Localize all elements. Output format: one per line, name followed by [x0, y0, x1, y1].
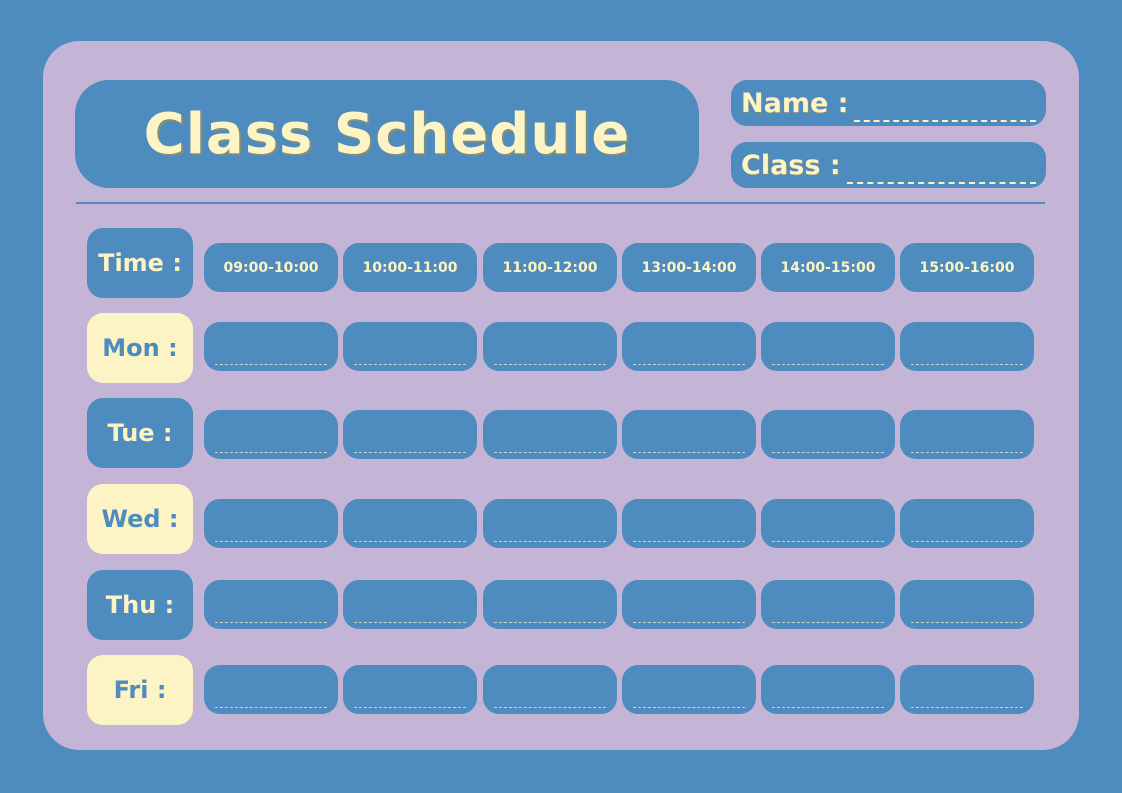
schedule-cell-input[interactable] — [494, 519, 606, 542]
class-input[interactable] — [846, 160, 1036, 184]
schedule-cell — [900, 665, 1034, 714]
schedule-cell-input[interactable] — [772, 600, 884, 623]
schedule-cell-input[interactable] — [911, 685, 1023, 708]
name-input[interactable] — [854, 98, 1036, 122]
schedule-cell — [761, 410, 895, 459]
schedule-cell-input[interactable] — [772, 519, 884, 542]
class-field: Class : — [731, 142, 1046, 188]
schedule-cell-input[interactable] — [911, 342, 1023, 365]
time-header: 14:00-15:00 — [761, 243, 895, 292]
schedule-cell — [622, 580, 756, 629]
schedule-cell-input[interactable] — [772, 342, 884, 365]
schedule-cell — [204, 499, 338, 548]
schedule-cell-input[interactable] — [215, 685, 327, 708]
day-label: Mon : — [87, 313, 193, 383]
schedule-cell — [761, 665, 895, 714]
day-label: Tue : — [87, 398, 193, 468]
schedule-cell-input[interactable] — [354, 430, 466, 453]
schedule-cell — [622, 665, 756, 714]
time-header: 09:00-10:00 — [204, 243, 338, 292]
schedule-cell-input[interactable] — [911, 519, 1023, 542]
schedule-cell — [343, 322, 477, 371]
schedule-cell — [761, 499, 895, 548]
time-header: 13:00-14:00 — [622, 243, 756, 292]
schedule-cell — [343, 410, 477, 459]
schedule-cell — [483, 580, 617, 629]
name-field: Name : — [731, 80, 1046, 126]
schedule-cell — [204, 410, 338, 459]
schedule-cell-input[interactable] — [494, 600, 606, 623]
schedule-cell — [204, 322, 338, 371]
schedule-cell — [761, 322, 895, 371]
schedule-cell — [204, 580, 338, 629]
schedule-cell — [343, 580, 477, 629]
schedule-cell-input[interactable] — [215, 600, 327, 623]
schedule-cell — [343, 665, 477, 714]
divider — [76, 202, 1045, 204]
schedule-cell-input[interactable] — [633, 600, 745, 623]
schedule-cell-input[interactable] — [215, 430, 327, 453]
schedule-cell — [900, 410, 1034, 459]
schedule-cell-input[interactable] — [911, 430, 1023, 453]
schedule-cell — [483, 322, 617, 371]
title-banner: Class Schedule — [75, 80, 699, 188]
day-label: Fri : — [87, 655, 193, 725]
schedule-cell — [900, 499, 1034, 548]
schedule-cell-input[interactable] — [772, 430, 884, 453]
page-title: Class Schedule — [143, 101, 631, 167]
schedule-cell-input[interactable] — [633, 430, 745, 453]
time-header: 11:00-12:00 — [483, 243, 617, 292]
name-label: Name : — [741, 87, 849, 119]
schedule-cell-input[interactable] — [354, 685, 466, 708]
schedule-cell-input[interactable] — [354, 519, 466, 542]
schedule-cell — [900, 322, 1034, 371]
schedule-cell — [622, 322, 756, 371]
schedule-cell-input[interactable] — [772, 685, 884, 708]
schedule-cell-input[interactable] — [494, 685, 606, 708]
schedule-cell-input[interactable] — [633, 519, 745, 542]
schedule-cell — [761, 580, 895, 629]
schedule-cell-input[interactable] — [354, 600, 466, 623]
schedule-cell-input[interactable] — [633, 685, 745, 708]
time-header: 15:00-16:00 — [900, 243, 1034, 292]
class-label: Class : — [741, 149, 841, 181]
schedule-cell — [483, 410, 617, 459]
time-label: Time : — [87, 228, 193, 298]
schedule-cell — [343, 499, 477, 548]
time-header: 10:00-11:00 — [343, 243, 477, 292]
schedule-cell — [622, 410, 756, 459]
schedule-cell — [622, 499, 756, 548]
schedule-cell-input[interactable] — [633, 342, 745, 365]
schedule-cell-input[interactable] — [494, 430, 606, 453]
schedule-cell — [483, 499, 617, 548]
day-label: Thu : — [87, 570, 193, 640]
schedule-cell-input[interactable] — [215, 519, 327, 542]
schedule-cell-input[interactable] — [494, 342, 606, 365]
schedule-cell — [204, 665, 338, 714]
schedule-cell-input[interactable] — [215, 342, 327, 365]
schedule-cell — [900, 580, 1034, 629]
schedule-cell-input[interactable] — [354, 342, 466, 365]
schedule-cell — [483, 665, 617, 714]
day-label: Wed : — [87, 484, 193, 554]
schedule-cell-input[interactable] — [911, 600, 1023, 623]
